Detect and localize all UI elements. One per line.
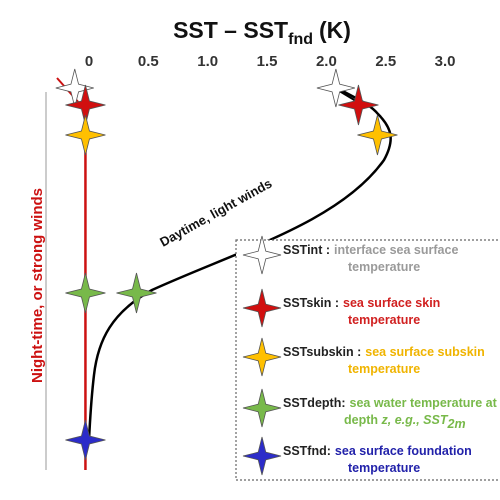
night-profile-label: Night-time, or strong winds (29, 188, 46, 383)
title-subscript: fnd (288, 31, 313, 48)
legend-depth-name: SSTdepth: (283, 396, 346, 410)
legend-box (235, 239, 500, 481)
legend-int-name: SSTint : (283, 243, 330, 257)
legend-subskin-line1: SSTsubskin : sea surface subskin (283, 345, 485, 359)
markers-layer (55, 68, 398, 461)
legend-fnd-line2: temperature (348, 461, 420, 475)
x-tick-label: 0 (85, 53, 93, 70)
x-tick-label: 2.0 (316, 53, 337, 70)
x-tick-label: 1.0 (197, 53, 218, 70)
legend-depth-line2: depth z, e.g., SST2m (344, 413, 466, 431)
night-fnd-marker (65, 419, 106, 461)
legend-fnd-line1: SSTfnd: sea surface foundation (283, 444, 472, 458)
legend-depth-line1: SSTdepth: sea water temperature at (283, 396, 498, 410)
legend: SSTint : interface sea surface temperature… (235, 235, 500, 481)
day-depth-marker (116, 272, 157, 314)
x-tick-label: 1.5 (257, 53, 278, 70)
legend-skin-line2: temperature (348, 313, 420, 327)
x-tick-label: 0.5 (138, 53, 159, 70)
legend-subskin-line2: temperature (348, 362, 420, 376)
legend-fnd-name: SSTfnd: (283, 444, 331, 458)
legend-skin-name: SSTskin : (283, 296, 339, 310)
diagram-title: SST – SSTfnd (K) (173, 17, 351, 48)
legend-subskin-name: SSTsubskin : (283, 345, 361, 359)
legend-int-line1: SSTint : interface sea surface (283, 243, 458, 257)
night-depth-marker (65, 272, 106, 314)
legend-subskin-symbol (242, 337, 282, 377)
x-tick-label: 2.5 (375, 53, 396, 70)
x-axis-ticks: 0 0.5 1.0 1.5 2.0 2.5 3.0 (85, 53, 456, 70)
legend-depth-symbol (242, 388, 282, 428)
legend-int-line2: temperature (348, 260, 420, 274)
day-skin-marker (338, 84, 379, 126)
legend-fnd-symbol (242, 436, 282, 476)
night-subskin-marker (65, 114, 106, 156)
day-int-marker (316, 68, 355, 108)
legend-int-symbol (242, 235, 282, 275)
title-main: SST – SST (173, 17, 288, 43)
day-subskin-marker (357, 114, 398, 156)
day-profile-label: Daytime, light winds (157, 176, 274, 250)
x-tick-label: 3.0 (435, 53, 456, 70)
legend-skin-line1: SSTskin : sea surface skin (283, 296, 440, 310)
title-unit: (K) (319, 17, 351, 43)
legend-skin-symbol (242, 288, 282, 328)
